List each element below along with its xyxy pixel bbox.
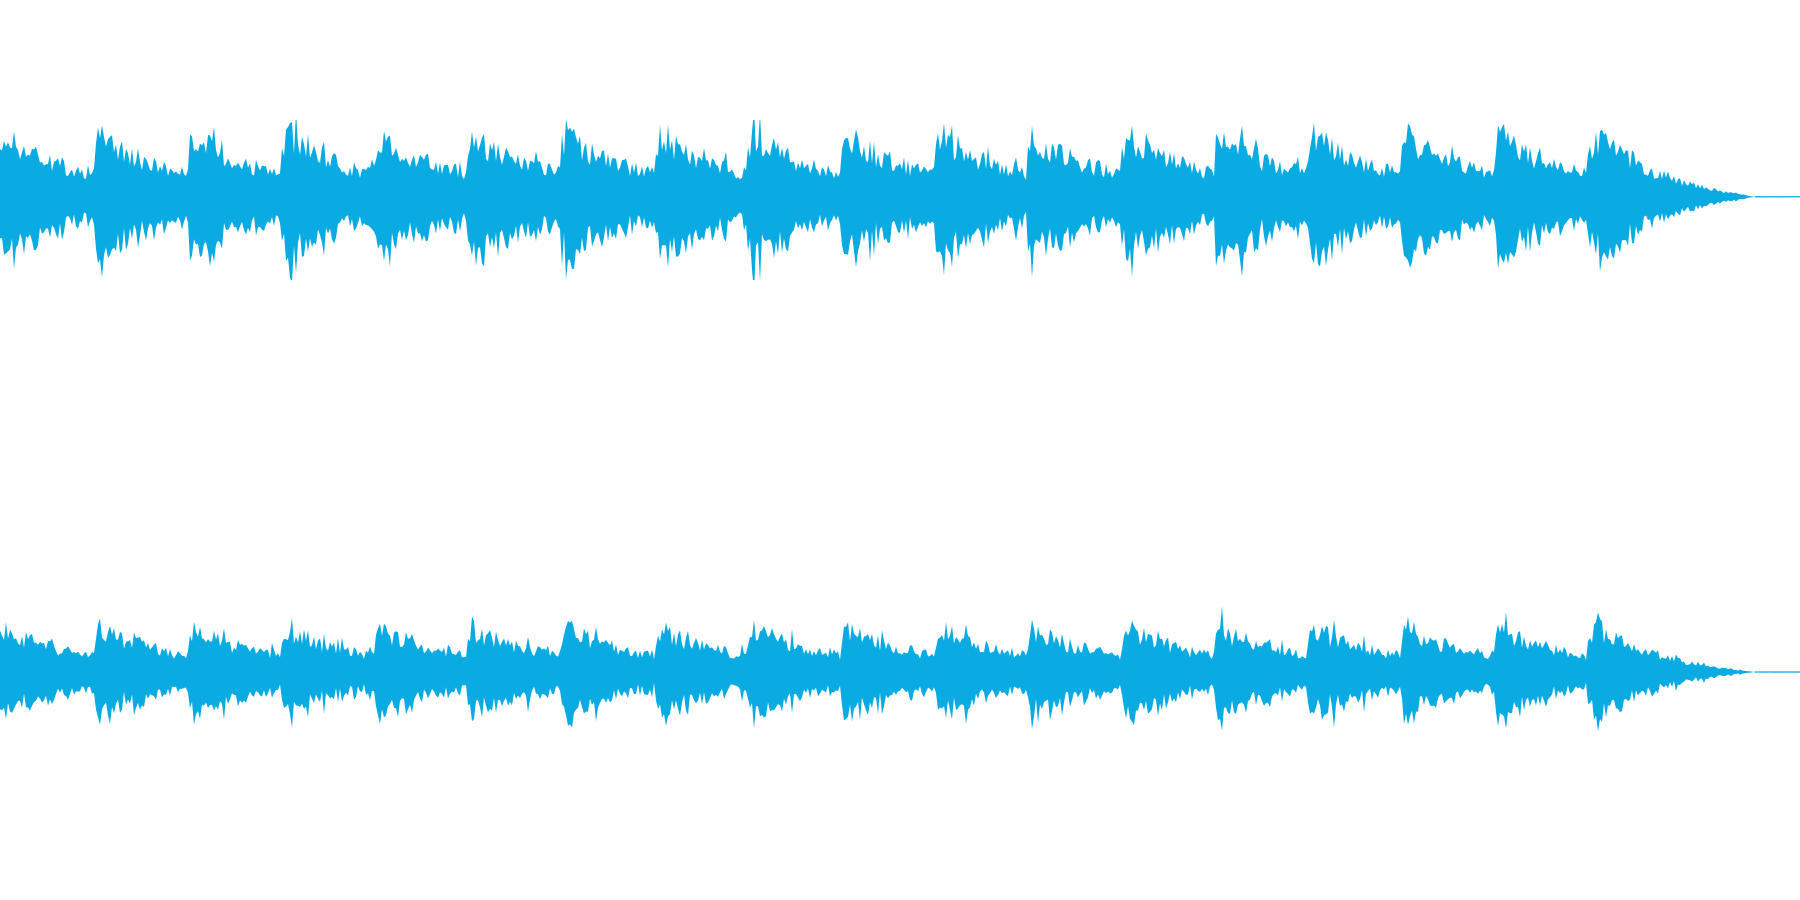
right-channel-waveform-svg — [0, 606, 1800, 732]
waveform-envelope — [0, 120, 1800, 280]
left-channel-waveform — [0, 120, 1800, 280]
left-channel-waveform-svg — [0, 120, 1800, 280]
waveform-envelope — [0, 606, 1800, 732]
right-channel-waveform — [0, 600, 1800, 750]
